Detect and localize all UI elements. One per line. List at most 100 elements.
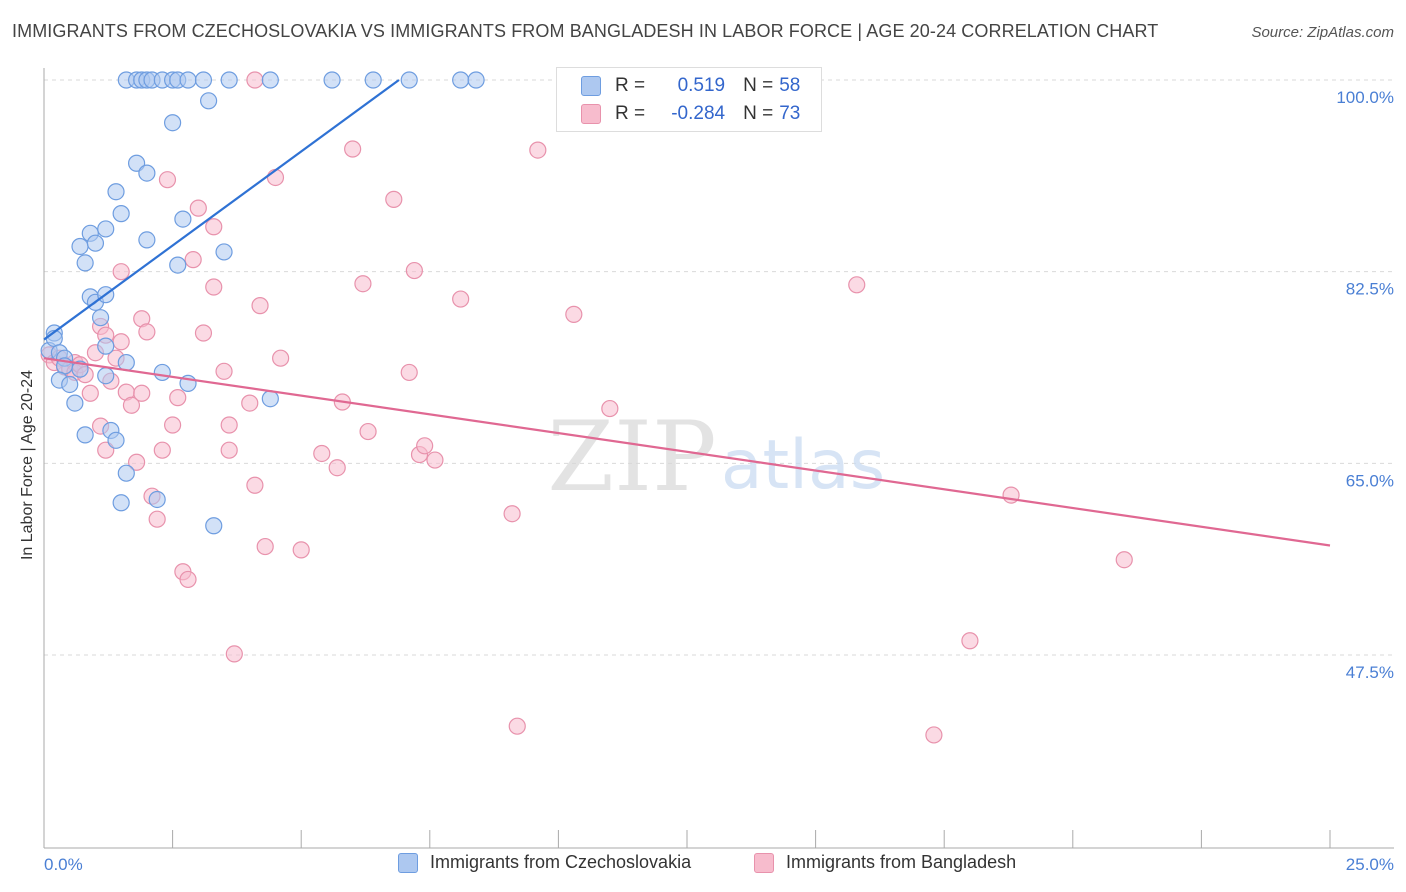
point-czechoslovakia — [261, 71, 279, 89]
point-czechoslovakia — [364, 71, 382, 89]
point-bangladesh — [266, 168, 285, 187]
point-bangladesh — [81, 384, 99, 402]
point-bangladesh — [220, 441, 238, 459]
series-swatch-pink — [754, 852, 774, 873]
point-czechoslovakia — [261, 390, 279, 408]
point-bangladesh — [925, 726, 943, 744]
point-czechoslovakia — [169, 256, 187, 274]
point-czechoslovakia — [467, 71, 485, 89]
point-bangladesh — [169, 389, 187, 407]
point-czechoslovakia — [148, 490, 166, 509]
gridlines — [44, 79, 1394, 656]
point-czechoslovakia — [215, 243, 233, 261]
point-bangladesh — [344, 140, 362, 158]
legend-r-value: -0.284 — [671, 103, 726, 124]
point-bangladesh — [292, 541, 310, 559]
legend-n-label: N = — [743, 103, 774, 124]
point-bangladesh — [179, 570, 197, 589]
trend-line-czechoslovakia — [43, 79, 400, 341]
point-bangladesh — [503, 505, 521, 523]
source-credit: Source: ZipAtlas.com — [1251, 24, 1394, 41]
point-bangladesh — [246, 476, 264, 494]
point-bangladesh — [354, 275, 372, 293]
y-tick-label: 100.0% — [1336, 88, 1394, 107]
point-bangladesh — [194, 324, 213, 342]
legend-n-label: N = — [743, 75, 774, 96]
point-bangladesh — [112, 333, 130, 351]
point-czechoslovakia — [194, 71, 213, 89]
point-czechoslovakia — [107, 431, 125, 449]
point-czechoslovakia — [179, 71, 197, 89]
point-bangladesh — [164, 416, 182, 434]
legend-r-value: 0.519 — [677, 75, 726, 96]
point-bangladesh — [313, 444, 331, 463]
point-bangladesh — [400, 363, 418, 382]
series-legend-czechoslovakia[interactable]: Immigrants from Czechoslovakia — [398, 852, 691, 873]
point-czechoslovakia — [400, 71, 418, 89]
point-bangladesh — [1115, 551, 1133, 569]
point-bangladesh — [205, 218, 223, 236]
point-bangladesh — [405, 261, 423, 280]
point-bangladesh — [127, 453, 146, 471]
point-czechoslovakia — [66, 394, 84, 412]
point-bangladesh — [220, 416, 238, 434]
legend-swatch-blue — [581, 76, 601, 96]
point-bangladesh — [529, 141, 547, 159]
point-bangladesh — [189, 199, 207, 217]
point-bangladesh — [508, 717, 526, 735]
legend-row-czechoslovakia: R = 0.519 N = 58 — [581, 74, 800, 98]
point-bangladesh — [184, 251, 202, 269]
point-czechoslovakia — [138, 164, 156, 182]
point-czechoslovakia — [164, 114, 182, 132]
point-czechoslovakia — [97, 337, 115, 355]
legend-r-label: R = — [615, 75, 646, 96]
point-bangladesh — [153, 441, 171, 459]
point-bangladesh — [246, 71, 264, 89]
point-bangladesh — [148, 510, 166, 528]
point-czechoslovakia — [205, 517, 223, 535]
point-bangladesh — [272, 349, 290, 367]
legend-n-value: 73 — [779, 103, 801, 124]
point-bangladesh — [601, 399, 619, 418]
point-bangladesh — [961, 632, 979, 650]
point-bangladesh — [565, 305, 583, 323]
point-czechoslovakia — [174, 210, 192, 228]
point-czechoslovakia — [452, 71, 470, 89]
point-bangladesh — [133, 384, 151, 402]
point-bangladesh — [158, 171, 177, 189]
point-bangladesh — [416, 437, 434, 455]
series-swatch-blue — [398, 852, 418, 873]
point-bangladesh — [241, 394, 259, 412]
point-czechoslovakia — [97, 220, 115, 238]
point-bangladesh — [359, 422, 377, 441]
point-czechoslovakia — [61, 375, 79, 394]
point-bangladesh — [385, 190, 403, 208]
tick-labels: 47.5% 65.0% 82.5% 100.0% 0.0% 25.0% — [44, 88, 1394, 874]
point-bangladesh — [848, 276, 866, 294]
point-bangladesh — [328, 459, 346, 477]
y-tick-label: 47.5% — [1346, 663, 1394, 682]
point-czechoslovakia — [323, 71, 341, 89]
point-czechoslovakia — [117, 353, 135, 372]
series-name-czechoslovakia: Immigrants from Czechoslovakia — [430, 852, 692, 872]
point-czechoslovakia — [76, 426, 94, 444]
point-bangladesh — [225, 645, 243, 663]
y-tick-label: 82.5% — [1346, 280, 1394, 299]
point-czechoslovakia — [71, 237, 89, 256]
point-bangladesh — [138, 323, 156, 341]
series-legend-bangladesh[interactable]: Immigrants from Bangladesh — [754, 852, 1016, 873]
point-bangladesh — [205, 278, 223, 296]
legend-r-label: R = — [615, 103, 646, 124]
point-czechoslovakia — [86, 234, 105, 252]
point-czechoslovakia — [138, 231, 156, 249]
y-tick-label: 65.0% — [1346, 471, 1394, 490]
point-czechoslovakia — [91, 309, 110, 327]
point-bangladesh — [251, 297, 269, 315]
x-tick-label: 0.0% — [44, 855, 83, 874]
point-czechoslovakia — [117, 464, 135, 482]
series-name-bangladesh: Immigrants from Bangladesh — [786, 852, 1017, 872]
point-czechoslovakia — [107, 183, 125, 201]
x-tick-label: 25.0% — [1346, 855, 1394, 874]
point-czechoslovakia — [112, 205, 130, 223]
